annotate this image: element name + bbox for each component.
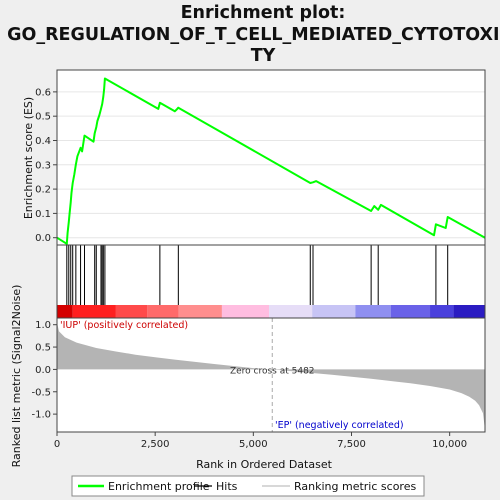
legend-label: Hits [216,480,238,493]
x-tick-label: 10,000 [432,439,467,450]
metric-y-tick-label: 0.0 [35,365,51,376]
negative-correlation-label: 'EP' (negatively correlated) [275,420,404,431]
hits-panel [57,245,485,305]
heat-segment [179,305,222,318]
es-y-tick-label: 0.5 [35,112,51,123]
x-tick-label: 7,500 [337,439,366,450]
hits-plot-area [57,245,485,305]
legend-label: Ranking metric scores [294,480,416,493]
es-plot-area [57,70,485,245]
es-panel [57,70,485,245]
es-y-tick-label: 0.6 [35,87,51,98]
heat-segment [454,305,485,318]
es-y-tick-label: 0.4 [35,136,51,147]
heat-segment [73,305,116,318]
es-y-tick-label: 0.0 [35,233,51,244]
x-tick-label: 2,500 [141,439,170,450]
metric-y-axis-label: Ranked list metric (Signal2Noise) [10,285,23,468]
chart-title-line-1: Enrichment plot: [181,3,346,23]
heat-panel [57,305,485,318]
heat-segment [391,305,430,318]
es-y-tick-label: 0.1 [35,209,51,220]
es-y-tick-label: 0.2 [35,185,51,196]
es-y-axis-label: Enrichment score (ES) [22,97,35,219]
zero-cross-label: Zero cross at 5482 [230,366,315,376]
heat-segment [430,305,454,318]
heat-segment [355,305,390,318]
metric-y-tick-label: -0.5 [31,387,51,398]
x-tick-label: 0 [54,439,60,450]
heat-segment [57,305,73,318]
heat-segment [222,305,269,318]
heat-segment [269,305,312,318]
x-tick-label: 5,000 [239,439,268,450]
heat-segment [147,305,178,318]
chart-title-line-3: TY [251,46,276,66]
legend: Enrichment profile Hits Ranking metric sco… [72,476,424,496]
chart-title-line-2: GO_REGULATION_OF_T_CELL_MEDIATED_CYTOTOX… [7,25,500,45]
x-axis-label: Rank in Ordered Dataset [196,458,333,471]
heat-segment [312,305,355,318]
metric-y-tick-label: 1.0 [35,320,51,331]
metric-y-tick-label: -1.0 [31,410,51,421]
metric-y-tick-label: 0.5 [35,343,51,354]
es-y-tick-label: 0.3 [35,160,51,171]
heat-segment [116,305,147,318]
metric-panel: Zero cross at 5482 'IUP' (positively corr… [57,318,485,432]
positive-correlation-label: 'IUP' (positively correlated) [60,320,188,331]
